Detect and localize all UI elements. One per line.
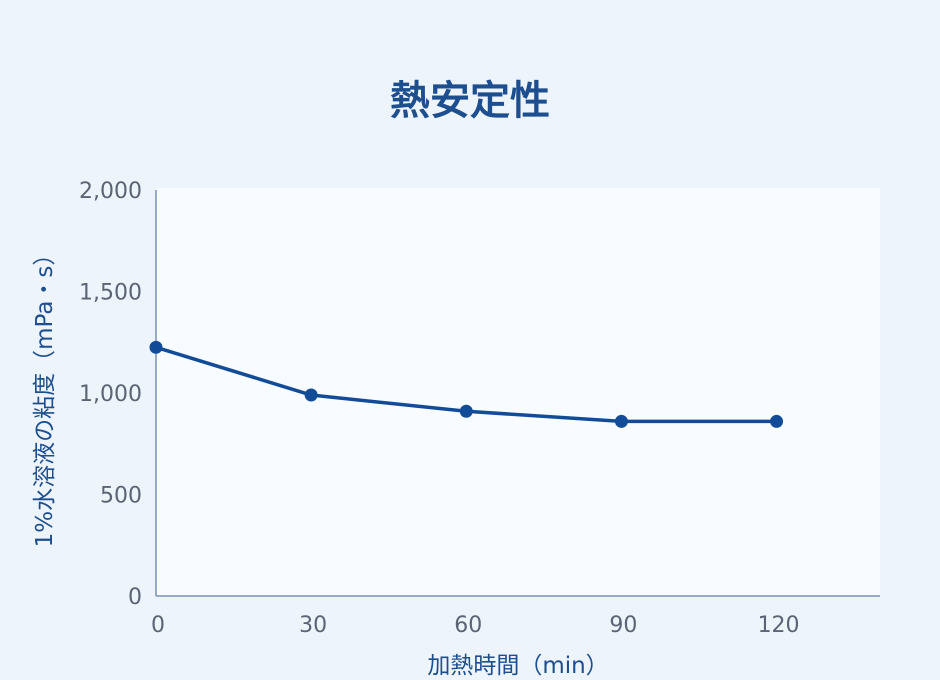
- x-tick-label: 0: [151, 613, 165, 638]
- x-axis-ticks: 0 30 60 90 120: [151, 613, 800, 638]
- data-point: [459, 404, 473, 418]
- data-point: [770, 414, 784, 428]
- chart-title: 熱安定性: [390, 78, 550, 124]
- y-tick-label: 1,000: [79, 382, 142, 407]
- x-axis-label: 加熱時間（min）: [427, 653, 608, 679]
- y-tick-label: 1,500: [79, 281, 142, 306]
- series-layer: [149, 340, 784, 428]
- y-tick-label: 500: [100, 484, 142, 509]
- y-tick-label: 2,000: [79, 179, 142, 204]
- data-point: [614, 414, 628, 428]
- x-tick-label: 60: [454, 613, 482, 638]
- data-point: [304, 388, 318, 402]
- y-tick-label: 0: [128, 585, 142, 610]
- y-axis-label: 1%水溶液の粘度（mPa・s）: [32, 243, 58, 548]
- x-tick-label: 30: [299, 613, 327, 638]
- x-tick-label: 120: [758, 613, 800, 638]
- x-tick-label: 90: [609, 613, 637, 638]
- y-axis-ticks: 0 500 1,000 1,500 2,000: [79, 179, 142, 610]
- data-point: [149, 340, 163, 354]
- plot-area: [156, 188, 880, 596]
